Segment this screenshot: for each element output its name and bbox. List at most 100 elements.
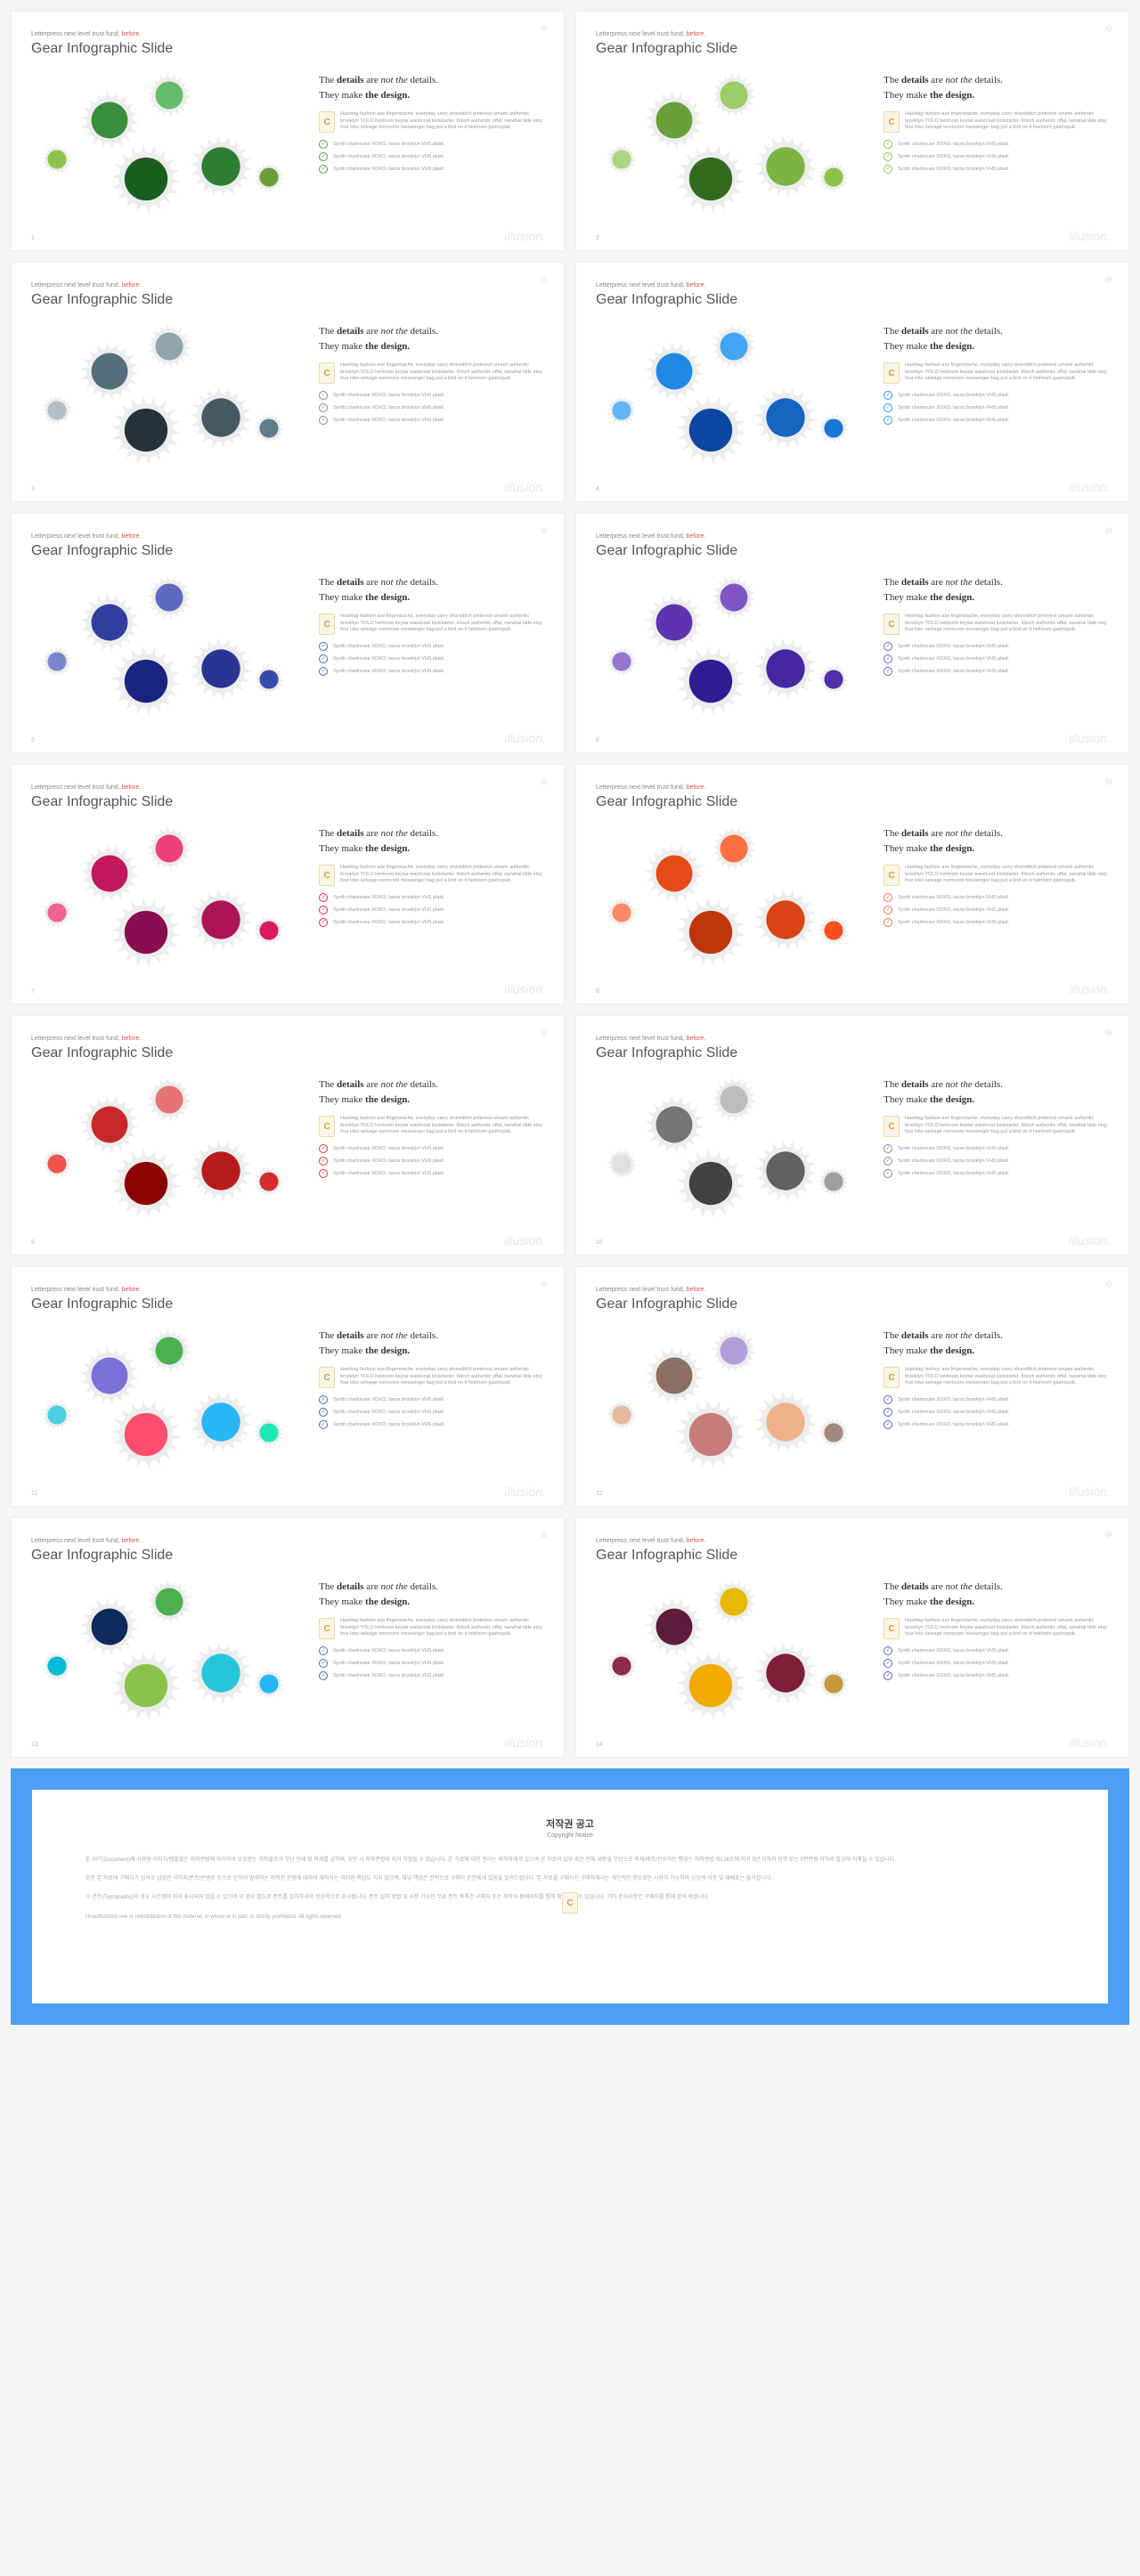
list-item: Synth chartreuse XOXO, tacos brooklyn VH… xyxy=(319,1659,544,1668)
lead-text: Hashtag fashion axe fingerstache, everyd… xyxy=(340,865,544,886)
eyebrow-prefix: Letterpress next level trust fund, xyxy=(31,282,120,288)
bullet-text: Synth chartreuse XOXO, tacos brooklyn VH… xyxy=(333,1648,444,1654)
check-icon xyxy=(884,1144,892,1153)
gear-2 xyxy=(147,324,191,369)
eyebrow-prefix: Letterpress next level trust fund, xyxy=(596,282,685,288)
bullet-list: Synth chartreuse XOXO, tacos brooklyn VH… xyxy=(884,391,1109,425)
gear-3 xyxy=(111,144,181,214)
lead-text: Hashtag fashion axe fingerstache, everyd… xyxy=(340,111,544,133)
bullet-text: Synth chartreuse XOXO, tacos brooklyn VH… xyxy=(898,1397,1009,1402)
gear-infographic xyxy=(31,317,306,477)
lead-text: Hashtag fashion axe fingerstache, everyd… xyxy=(905,1367,1109,1388)
check-icon xyxy=(319,403,328,412)
slide-card: ⊖ Letterpress next level trust fund, bef… xyxy=(575,764,1129,1004)
gear-infographic xyxy=(31,819,306,979)
slide-number: 1 xyxy=(31,235,35,241)
lead-text: Hashtag fashion axe fingerstache, everyd… xyxy=(905,111,1109,133)
copyright-subtitle: Copyright Notice xyxy=(86,1832,1054,1839)
headline: The details are not the details. They ma… xyxy=(319,73,544,102)
eyebrow-accent: before. xyxy=(687,1287,706,1293)
gear-1 xyxy=(80,1597,139,1656)
bullet-text: Synth chartreuse XOXO, tacos brooklyn VH… xyxy=(898,418,1009,423)
lead-text: Hashtag fashion axe fingerstache, everyd… xyxy=(340,1618,544,1639)
bullet-text: Synth chartreuse XOXO, tacos brooklyn VH… xyxy=(898,167,1009,172)
gear-infographic xyxy=(31,1572,306,1733)
lead-text: Hashtag fashion axe fingerstache, everyd… xyxy=(905,362,1109,384)
bullet-text: Synth chartreuse XOXO, tacos brooklyn VH… xyxy=(333,1397,444,1402)
gear-1 xyxy=(80,593,139,652)
bullet-list: Synth chartreuse XOXO, tacos brooklyn VH… xyxy=(319,140,544,174)
headline: The details are not the details. They ma… xyxy=(319,1580,544,1609)
slide-card: ⊖ Letterpress next level trust fund, bef… xyxy=(11,1015,565,1255)
list-item: Synth chartreuse XOXO, tacos brooklyn VH… xyxy=(319,1671,544,1680)
bullet-text: Synth chartreuse XOXO, tacos brooklyn VH… xyxy=(333,644,444,649)
bullet-text: Synth chartreuse XOXO, tacos brooklyn VH… xyxy=(898,656,1009,662)
headline: The details are not the details. They ma… xyxy=(319,826,544,856)
eyebrow-prefix: Letterpress next level trust fund, xyxy=(31,1538,120,1544)
text-column: The details are not the details. They ma… xyxy=(319,819,544,979)
list-item: Synth chartreuse XOXO, tacos brooklyn VH… xyxy=(884,642,1109,651)
lead-text: Hashtag fashion axe fingerstache, everyd… xyxy=(340,1116,544,1137)
bullet-text: Synth chartreuse XOXO, tacos brooklyn VH… xyxy=(898,142,1009,147)
check-icon xyxy=(884,654,892,663)
slide-title: Gear Infographic Slide xyxy=(596,1296,1109,1312)
gear-2 xyxy=(712,73,756,118)
check-icon xyxy=(884,1408,892,1417)
gear-5 xyxy=(254,1166,284,1197)
gear-0 xyxy=(42,144,72,175)
check-icon xyxy=(319,906,328,914)
list-item: Synth chartreuse XOXO, tacos brooklyn VH… xyxy=(319,140,544,149)
bullet-text: Synth chartreuse XOXO, tacos brooklyn VH… xyxy=(333,1410,444,1415)
gear-2 xyxy=(147,1077,191,1122)
headline: The details are not the details. They ma… xyxy=(319,1077,544,1107)
check-icon xyxy=(884,152,892,161)
slide-number: 12 xyxy=(596,1491,603,1497)
gear-0 xyxy=(42,395,72,426)
slide-card: ⊖ Letterpress next level trust fund, bef… xyxy=(11,1517,565,1758)
slide-title: Gear Infographic Slide xyxy=(596,1045,1109,1061)
lead-text: Hashtag fashion axe fingerstache, everyd… xyxy=(905,614,1109,635)
text-column: The details are not the details. They ma… xyxy=(884,819,1109,979)
bullet-text: Synth chartreuse XOXO, tacos brooklyn VH… xyxy=(898,1648,1009,1654)
slide-number: 5 xyxy=(31,737,35,744)
watermark: illusion. xyxy=(504,982,546,996)
watermark: illusion. xyxy=(1069,1233,1111,1247)
eyebrow: Letterpress next level trust fund, befor… xyxy=(31,1538,544,1544)
check-icon xyxy=(884,403,892,412)
watermark: illusion. xyxy=(1069,480,1111,494)
collapse-icon: ⊖ xyxy=(1105,275,1112,285)
bullet-text: Synth chartreuse XOXO, tacos brooklyn VH… xyxy=(333,167,444,172)
lead-text: Hashtag fashion axe fingerstache, everyd… xyxy=(905,1618,1109,1639)
gear-0 xyxy=(607,898,637,928)
gear-0 xyxy=(607,646,637,677)
text-column: The details are not the details. They ma… xyxy=(319,1070,544,1231)
list-item: Synth chartreuse XOXO, tacos brooklyn VH… xyxy=(319,416,544,425)
text-column: The details are not the details. They ma… xyxy=(319,66,544,226)
text-column: The details are not the details. They ma… xyxy=(884,1070,1109,1231)
eyebrow-accent: before. xyxy=(687,533,706,540)
bullet-list: Synth chartreuse XOXO, tacos brooklyn VH… xyxy=(884,1646,1109,1680)
eyebrow-prefix: Letterpress next level trust fund, xyxy=(31,784,120,791)
check-icon xyxy=(884,391,892,400)
gear-infographic xyxy=(596,1070,871,1231)
bullet-text: Synth chartreuse XOXO, tacos brooklyn VH… xyxy=(898,393,1009,398)
collapse-icon: ⊖ xyxy=(1105,1280,1112,1289)
text-column: The details are not the details. They ma… xyxy=(319,317,544,477)
bullet-text: Synth chartreuse XOXO, tacos brooklyn VH… xyxy=(898,1673,1009,1678)
watermark: illusion. xyxy=(504,229,546,243)
list-item: Synth chartreuse XOXO, tacos brooklyn VH… xyxy=(884,654,1109,663)
list-item: Synth chartreuse XOXO, tacos brooklyn VH… xyxy=(884,403,1109,412)
list-item: Synth chartreuse XOXO, tacos brooklyn VH… xyxy=(319,667,544,676)
collapse-icon: ⊖ xyxy=(541,526,548,536)
collapse-icon: ⊖ xyxy=(1105,526,1112,536)
bullet-text: Synth chartreuse XOXO, tacos brooklyn VH… xyxy=(898,895,1009,900)
gear-2 xyxy=(712,324,756,369)
bullet-text: Synth chartreuse XOXO, tacos brooklyn VH… xyxy=(333,142,444,147)
check-icon xyxy=(319,1671,328,1680)
check-icon xyxy=(319,1408,328,1417)
headline: The details are not the details. They ma… xyxy=(884,1077,1109,1107)
eyebrow-accent: before. xyxy=(122,1287,142,1293)
eyebrow: Letterpress next level trust fund, befor… xyxy=(596,1287,1109,1293)
check-icon xyxy=(884,140,892,149)
gear-3 xyxy=(676,646,745,716)
